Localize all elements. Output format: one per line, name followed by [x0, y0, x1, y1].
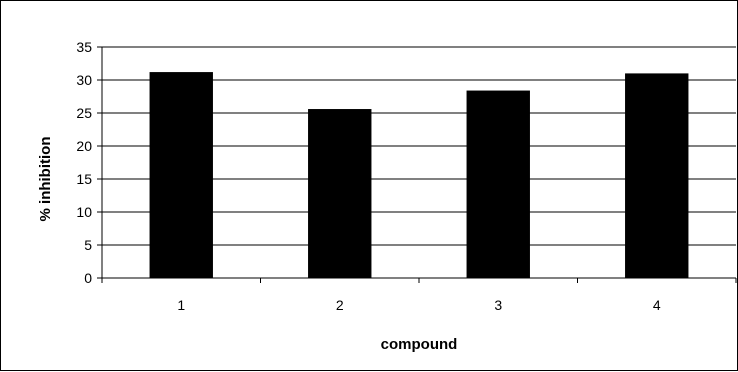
bar-compound-4 [625, 73, 689, 279]
x-axis-label: compound [381, 336, 458, 353]
y-tick-label: 5 [84, 237, 92, 253]
x-tick-label: 1 [177, 297, 185, 313]
y-tick-label: 30 [76, 72, 92, 88]
y-tick-label: 15 [76, 171, 92, 187]
x-tick-label: 4 [653, 297, 661, 313]
bar-compound-1 [149, 72, 213, 278]
x-tick-label: 2 [336, 297, 344, 313]
y-tick-label: 20 [76, 138, 92, 154]
x-tick-label: 3 [494, 297, 502, 313]
y-tick-label: 35 [76, 39, 92, 55]
bar-compound-2 [308, 109, 372, 278]
axes [97, 46, 737, 283]
y-tick-label: 10 [76, 204, 92, 220]
y-tick-label: 0 [84, 270, 92, 286]
tick-labels: 0 5 10 15 20 25 30 35 1 2 3 4 [76, 39, 660, 313]
bars [149, 72, 689, 279]
bar-compound-3 [466, 90, 530, 278]
y-tick-label: 25 [76, 105, 92, 121]
y-axis-label: % inhibition [37, 137, 54, 222]
